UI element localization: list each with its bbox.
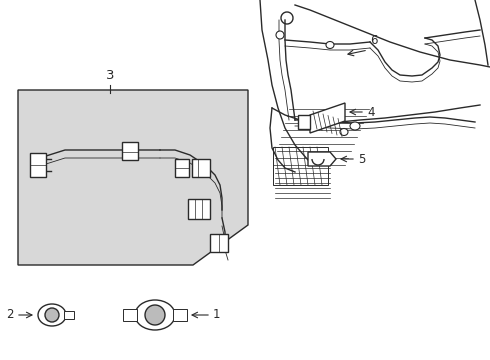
- Ellipse shape: [145, 305, 165, 325]
- Ellipse shape: [38, 304, 66, 326]
- Ellipse shape: [276, 31, 284, 39]
- Ellipse shape: [350, 122, 360, 130]
- Polygon shape: [310, 103, 345, 133]
- Bar: [273, 147, 328, 185]
- Ellipse shape: [340, 129, 348, 135]
- Bar: [123, 309, 137, 321]
- Bar: [30, 153, 46, 177]
- Text: 4: 4: [367, 105, 374, 118]
- Text: 1: 1: [213, 309, 220, 321]
- Polygon shape: [308, 152, 336, 166]
- Bar: [188, 199, 210, 219]
- Ellipse shape: [45, 308, 59, 322]
- Bar: [210, 234, 228, 252]
- Polygon shape: [18, 90, 248, 265]
- Text: 2: 2: [6, 309, 14, 321]
- Bar: [298, 115, 310, 129]
- Text: 5: 5: [358, 153, 366, 166]
- Text: 6: 6: [370, 33, 377, 46]
- Bar: [173, 309, 187, 321]
- Ellipse shape: [326, 41, 334, 49]
- Ellipse shape: [135, 300, 175, 330]
- Bar: [192, 159, 210, 177]
- Text: 3: 3: [106, 69, 114, 82]
- Bar: [122, 142, 138, 160]
- Bar: [64, 311, 74, 319]
- Bar: [175, 159, 189, 177]
